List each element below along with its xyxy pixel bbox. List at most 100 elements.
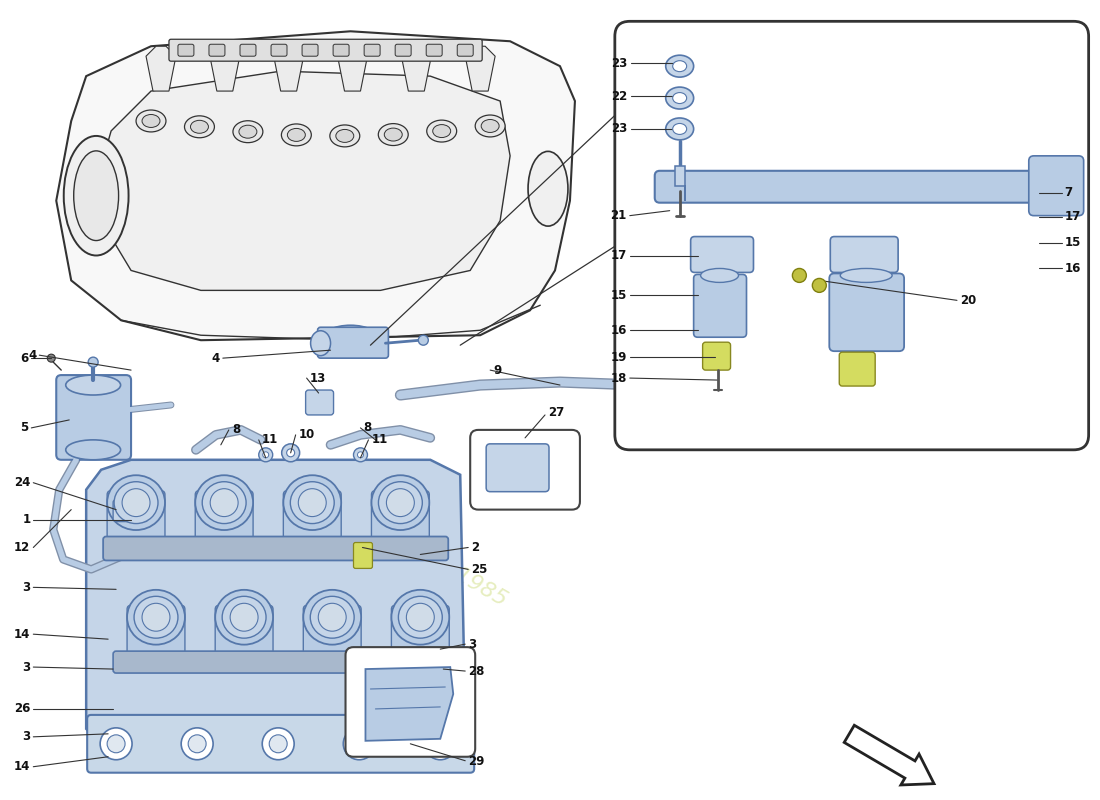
Text: 1: 1 bbox=[22, 513, 31, 526]
Ellipse shape bbox=[666, 118, 694, 140]
Text: 8: 8 bbox=[232, 423, 240, 436]
FancyBboxPatch shape bbox=[178, 44, 194, 56]
Text: 17: 17 bbox=[1065, 210, 1081, 223]
Polygon shape bbox=[465, 46, 495, 91]
Text: 15: 15 bbox=[610, 289, 627, 302]
FancyBboxPatch shape bbox=[240, 44, 256, 56]
Ellipse shape bbox=[673, 123, 686, 134]
Polygon shape bbox=[86, 460, 465, 744]
Text: 10: 10 bbox=[298, 428, 315, 442]
FancyBboxPatch shape bbox=[395, 44, 411, 56]
FancyBboxPatch shape bbox=[1028, 156, 1084, 216]
FancyBboxPatch shape bbox=[426, 44, 442, 56]
Text: 25: 25 bbox=[471, 563, 487, 576]
Polygon shape bbox=[365, 667, 453, 741]
Circle shape bbox=[107, 735, 125, 753]
FancyBboxPatch shape bbox=[195, 490, 253, 549]
Text: 7: 7 bbox=[1065, 186, 1072, 199]
Ellipse shape bbox=[673, 61, 686, 72]
Text: 15: 15 bbox=[1065, 236, 1081, 249]
Text: 11: 11 bbox=[372, 434, 387, 446]
Polygon shape bbox=[674, 166, 684, 201]
FancyBboxPatch shape bbox=[615, 22, 1089, 450]
FancyBboxPatch shape bbox=[304, 606, 361, 663]
Text: 23: 23 bbox=[612, 57, 628, 70]
FancyBboxPatch shape bbox=[372, 490, 429, 549]
Text: 3: 3 bbox=[469, 638, 476, 650]
FancyBboxPatch shape bbox=[458, 44, 473, 56]
Ellipse shape bbox=[142, 114, 160, 127]
Ellipse shape bbox=[673, 93, 686, 103]
Polygon shape bbox=[274, 46, 304, 91]
Ellipse shape bbox=[210, 489, 238, 517]
Circle shape bbox=[418, 335, 428, 345]
Circle shape bbox=[262, 728, 294, 760]
FancyBboxPatch shape bbox=[318, 327, 388, 358]
FancyBboxPatch shape bbox=[691, 237, 754, 273]
Ellipse shape bbox=[320, 326, 381, 355]
Ellipse shape bbox=[528, 151, 568, 226]
Circle shape bbox=[792, 269, 806, 282]
Text: 20: 20 bbox=[960, 294, 976, 307]
Ellipse shape bbox=[318, 603, 346, 631]
Ellipse shape bbox=[287, 129, 306, 142]
Polygon shape bbox=[146, 46, 176, 91]
FancyBboxPatch shape bbox=[829, 274, 904, 351]
Text: 4: 4 bbox=[29, 349, 36, 362]
Ellipse shape bbox=[230, 603, 258, 631]
Text: parts for parts since 1985: parts for parts since 1985 bbox=[251, 449, 510, 610]
FancyBboxPatch shape bbox=[830, 237, 898, 273]
Ellipse shape bbox=[304, 590, 361, 645]
Ellipse shape bbox=[384, 128, 403, 141]
FancyBboxPatch shape bbox=[87, 715, 474, 773]
Circle shape bbox=[100, 728, 132, 760]
Circle shape bbox=[270, 735, 287, 753]
Ellipse shape bbox=[74, 151, 119, 241]
Text: 12: 12 bbox=[14, 541, 31, 554]
FancyBboxPatch shape bbox=[470, 430, 580, 510]
FancyBboxPatch shape bbox=[216, 606, 273, 663]
Ellipse shape bbox=[136, 110, 166, 132]
FancyBboxPatch shape bbox=[271, 44, 287, 56]
Text: 8: 8 bbox=[363, 422, 372, 434]
Circle shape bbox=[47, 354, 55, 362]
Ellipse shape bbox=[107, 475, 165, 530]
Ellipse shape bbox=[128, 590, 185, 645]
Ellipse shape bbox=[840, 269, 892, 282]
FancyBboxPatch shape bbox=[103, 537, 449, 561]
Text: 29: 29 bbox=[469, 755, 485, 768]
Text: 2: 2 bbox=[471, 541, 480, 554]
Text: 23: 23 bbox=[612, 122, 628, 135]
Polygon shape bbox=[210, 46, 240, 91]
Text: 3: 3 bbox=[22, 661, 31, 674]
Text: 9: 9 bbox=[493, 364, 502, 377]
Ellipse shape bbox=[666, 55, 694, 77]
Text: 18: 18 bbox=[610, 371, 627, 385]
FancyBboxPatch shape bbox=[113, 500, 148, 522]
Ellipse shape bbox=[195, 475, 253, 530]
Ellipse shape bbox=[336, 130, 354, 142]
Text: 17: 17 bbox=[610, 249, 627, 262]
Ellipse shape bbox=[475, 115, 505, 137]
FancyBboxPatch shape bbox=[113, 651, 449, 673]
Ellipse shape bbox=[701, 269, 738, 282]
Ellipse shape bbox=[239, 126, 257, 138]
Ellipse shape bbox=[427, 120, 456, 142]
Ellipse shape bbox=[372, 475, 429, 530]
FancyArrow shape bbox=[844, 726, 934, 785]
Ellipse shape bbox=[432, 125, 451, 138]
Circle shape bbox=[188, 735, 206, 753]
Ellipse shape bbox=[310, 596, 354, 638]
Ellipse shape bbox=[233, 121, 263, 142]
FancyBboxPatch shape bbox=[694, 274, 747, 338]
Ellipse shape bbox=[298, 489, 327, 517]
FancyBboxPatch shape bbox=[703, 342, 730, 370]
Circle shape bbox=[353, 448, 367, 462]
Circle shape bbox=[282, 444, 299, 462]
Ellipse shape bbox=[330, 125, 360, 147]
Ellipse shape bbox=[310, 330, 331, 356]
FancyBboxPatch shape bbox=[128, 606, 185, 663]
Circle shape bbox=[287, 449, 295, 457]
FancyBboxPatch shape bbox=[392, 606, 449, 663]
Ellipse shape bbox=[386, 489, 415, 517]
